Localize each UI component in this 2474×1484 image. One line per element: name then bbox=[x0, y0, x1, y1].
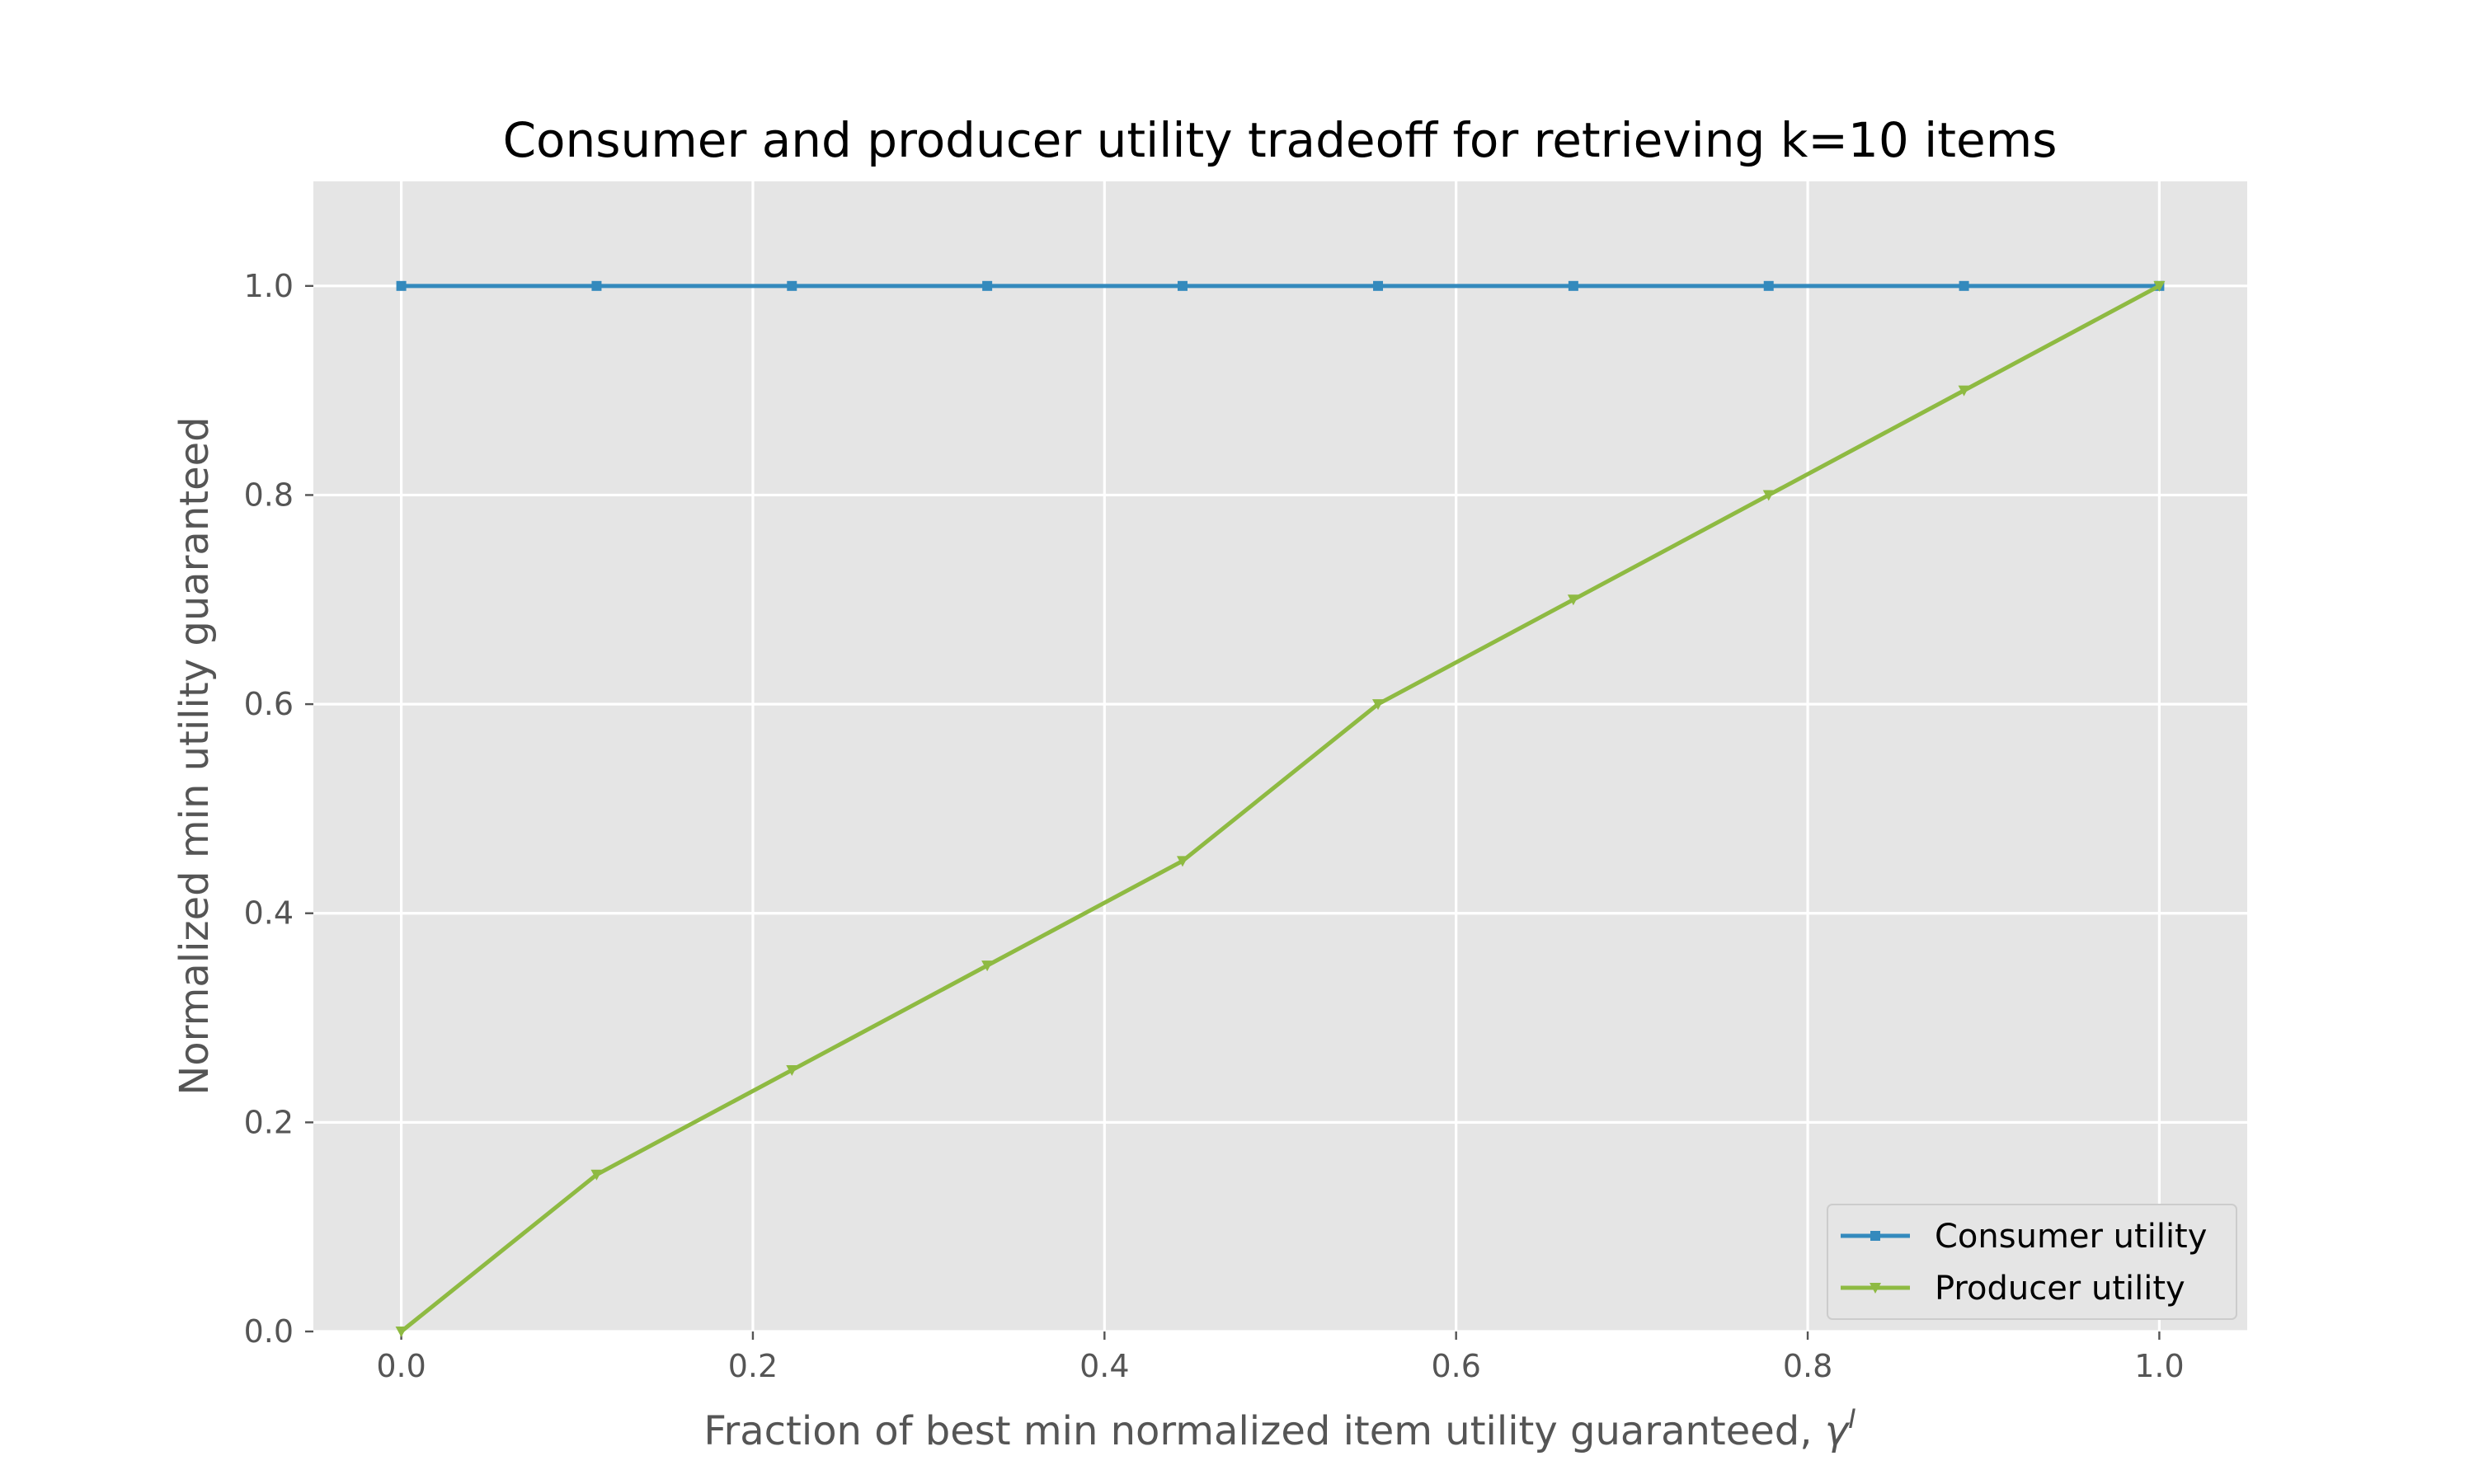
producer-utility-point bbox=[590, 1169, 603, 1181]
consumer-utility-point bbox=[1177, 280, 1188, 291]
consumer-utility-point bbox=[787, 280, 797, 291]
consumer-utility-point bbox=[1568, 280, 1578, 291]
y-tick-label: 0.2 bbox=[244, 1104, 294, 1140]
consumer-utility-point bbox=[1373, 280, 1384, 291]
x-axis-label-symbol: γ bbox=[1825, 1408, 1851, 1454]
y-tick-label: 0.0 bbox=[244, 1313, 294, 1350]
producer-utility-point bbox=[786, 1064, 798, 1076]
legend-label: Consumer utility bbox=[1935, 1218, 2207, 1256]
legend: Consumer utility Producer utility bbox=[1827, 1204, 2237, 1320]
y-tick-label: 1.0 bbox=[244, 268, 294, 304]
y-tick-label: 0.8 bbox=[244, 477, 294, 513]
producer-utility-line bbox=[400, 284, 2161, 1333]
y-axis-label: Normalized min utility guaranteed bbox=[172, 416, 218, 1095]
x-axis-label-superscript: I bbox=[1848, 1403, 1856, 1435]
x-tick-label: 0.2 bbox=[728, 1348, 778, 1384]
legend-swatch-marker bbox=[1870, 1283, 1881, 1294]
legend-item-consumer-utility: Consumer utility bbox=[1841, 1218, 2207, 1256]
producer-utility-point bbox=[1567, 594, 1579, 606]
series-producer-utility bbox=[395, 280, 2166, 1337]
series-group bbox=[395, 280, 2166, 1337]
y-tick-label: 0.6 bbox=[244, 686, 294, 722]
chart-title: Consumer and producer utility tradeoff f… bbox=[503, 112, 2058, 168]
x-tick-label: 0.0 bbox=[376, 1348, 426, 1384]
x-axis-label-text: Fraction of best min normalized item uti… bbox=[703, 1408, 1824, 1454]
producer-utility-point bbox=[981, 960, 994, 972]
consumer-utility-point bbox=[982, 280, 993, 291]
x-tick-label: 0.8 bbox=[1783, 1348, 1832, 1384]
consumer-utility-point bbox=[396, 280, 407, 291]
legend-frame bbox=[1827, 1204, 2237, 1320]
legend-label: Producer utility bbox=[1935, 1270, 2185, 1308]
y-tick-label: 0.4 bbox=[244, 895, 294, 932]
producer-utility-point bbox=[2153, 280, 2166, 292]
consumer-utility-point bbox=[591, 280, 602, 291]
legend-swatch-marker bbox=[1870, 1231, 1880, 1241]
producer-utility-point bbox=[395, 1327, 407, 1337]
producer-utility-point bbox=[1372, 699, 1385, 711]
x-tick-label: 1.0 bbox=[2134, 1348, 2184, 1384]
x-axis-label: Fraction of best min normalized item uti… bbox=[703, 1403, 1856, 1454]
x-tick-label: 0.6 bbox=[1431, 1348, 1480, 1384]
plot-area bbox=[313, 181, 2247, 1331]
producer-utility-point bbox=[1958, 385, 1970, 397]
producer-utility-point bbox=[1176, 856, 1188, 867]
axis-ticks: 0.0 0.2 0.4 0.6 0.8 1.0 0.0 0.2 0.4 0.6 0.8 1.0 bbox=[244, 268, 2185, 1384]
legend-item-producer-utility: Producer utility bbox=[1841, 1270, 2185, 1308]
producer-utility-point bbox=[1762, 490, 1775, 501]
consumer-utility-point bbox=[1763, 280, 1774, 291]
consumer-utility-point bbox=[1959, 280, 1969, 291]
x-tick-label: 0.4 bbox=[1079, 1348, 1129, 1384]
